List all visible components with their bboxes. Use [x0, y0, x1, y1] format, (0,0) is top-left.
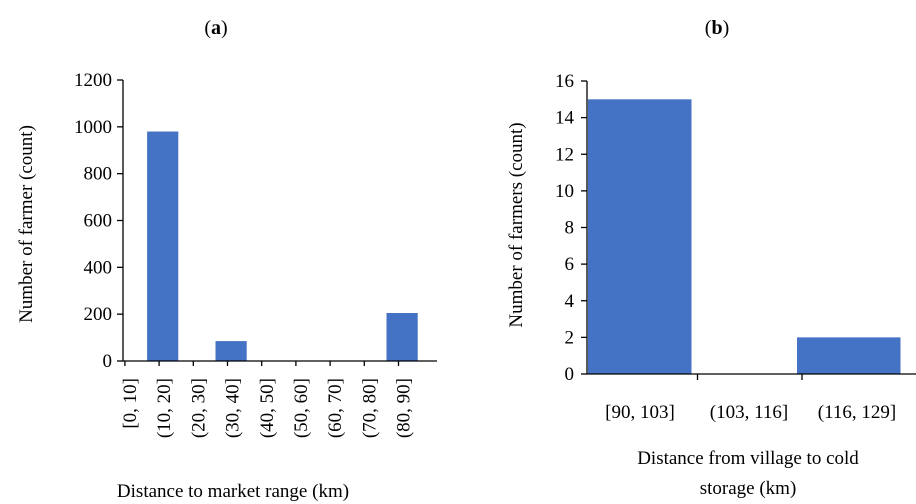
y-axis-title-a: Number of farmer (count) [16, 125, 37, 323]
panel-label-b: (b) [705, 17, 729, 39]
y-tick-label-a: 400 [84, 257, 113, 278]
x-tick-label-a: (80, 90] [394, 378, 415, 438]
chart-a: (a) Number of farmer (count) Distance to… [16, 17, 437, 502]
y-tick-label-b: 4 [565, 291, 575, 312]
x-tick-label-a: (70, 80] [359, 378, 380, 438]
y-tick-label-b: 10 [555, 181, 574, 202]
y-tick-label-b: 12 [555, 144, 574, 165]
x-tick-label-a: (20, 30] [188, 378, 209, 438]
x-tick-label-a: (10, 20] [154, 378, 175, 438]
y-tick-label-b: 2 [565, 327, 575, 348]
y-tick-label-b: 6 [565, 254, 575, 275]
x-axis-title-b-line1: Distance from village to cold [637, 448, 859, 469]
x-axis-title-a: Distance to market range (km) [117, 481, 349, 502]
x-tick-label-b: (116, 129] [818, 402, 896, 423]
y-tick-label-b: 14 [555, 108, 575, 129]
x-tick-label-b: (103, 116] [710, 402, 788, 423]
x-tick-label-a: (40, 50] [257, 378, 278, 438]
y-tick-label-a: 0 [103, 351, 113, 372]
y-tick-label-a: 600 [84, 211, 113, 232]
y-tick-label-b: 16 [555, 71, 574, 92]
x-axis-title-b-line2: storage (km) [700, 478, 797, 499]
bar-b [588, 99, 692, 374]
y-tick-label-a: 200 [84, 304, 113, 325]
x-tick-label-a: (60, 70] [325, 378, 346, 438]
y-tick-label-a: 800 [84, 164, 113, 185]
x-tick-label-a: (50, 60] [291, 378, 312, 438]
panel-label-a: (a) [204, 17, 227, 39]
chart-b: (b) Number of farmers (count) Distance f… [506, 17, 916, 499]
y-tick-label-a: 1200 [74, 70, 112, 91]
y-tick-label-b: 0 [565, 364, 575, 385]
bar-a [386, 312, 418, 361]
x-tick-label-b: [90, 103] [605, 402, 675, 423]
x-tick-label-a: (30, 40] [223, 378, 244, 438]
x-tick-label-a: [0, 10] [120, 378, 141, 429]
bar-b [797, 337, 901, 374]
y-tick-label-b: 8 [565, 218, 575, 239]
bar-a [147, 131, 179, 361]
bar-a [215, 341, 247, 361]
y-axis-title-b: Number of farmers (count) [506, 122, 527, 327]
y-tick-label-a: 1000 [74, 117, 112, 138]
